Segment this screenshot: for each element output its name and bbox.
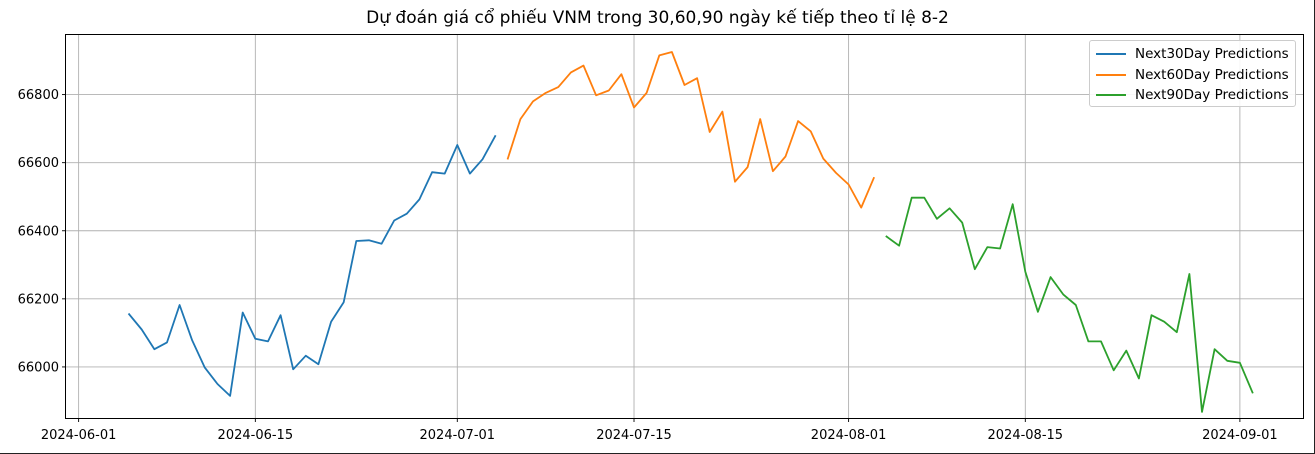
axes: 2024-06-01 2024-06-15 2024-07-01 2024-07-15… bbox=[18, 88, 1278, 443]
series-layer bbox=[127, 51, 1254, 413]
legend-swatch-next90 bbox=[1096, 94, 1126, 97]
legend: Next30Day Predictions Next60Day Predicti… bbox=[1089, 40, 1296, 107]
legend-item-next90: Next90Day Predictions bbox=[1096, 85, 1289, 106]
y-tick-label: 66400 bbox=[18, 224, 59, 239]
legend-label-next90: Next90Day Predictions bbox=[1135, 87, 1289, 104]
y-tick-label: 66000 bbox=[18, 360, 59, 375]
x-tick-label: 2024-06-15 bbox=[218, 428, 294, 443]
legend-swatch-next30 bbox=[1096, 53, 1126, 56]
x-tick-label: 2024-09-01 bbox=[1202, 428, 1278, 443]
y-tick-label: 66600 bbox=[18, 156, 59, 171]
x-tick-label: 2024-08-15 bbox=[988, 428, 1064, 443]
series-line-next60 bbox=[506, 51, 875, 209]
series-line-next30 bbox=[127, 134, 497, 397]
x-tick-label: 2024-07-15 bbox=[596, 428, 672, 443]
x-tick-label: 2024-08-01 bbox=[811, 428, 887, 443]
series-line-next90 bbox=[885, 196, 1254, 413]
legend-item-next30: Next30Day Predictions bbox=[1096, 44, 1289, 65]
legend-item-next60: Next60Day Predictions bbox=[1096, 65, 1289, 86]
x-tick-label: 2024-07-01 bbox=[420, 428, 496, 443]
legend-swatch-next60 bbox=[1096, 73, 1126, 76]
legend-label-next60: Next60Day Predictions bbox=[1135, 66, 1289, 83]
y-tick-label: 66800 bbox=[18, 88, 59, 103]
x-tick-label: 2024-06-01 bbox=[41, 428, 117, 443]
plot-area-frame bbox=[65, 34, 1304, 419]
chart-title: Dự đoán giá cổ phiếu VNM trong 30,60,90 … bbox=[366, 8, 949, 28]
y-tick-label: 66200 bbox=[18, 292, 59, 307]
legend-label-next30: Next30Day Predictions bbox=[1135, 46, 1289, 63]
